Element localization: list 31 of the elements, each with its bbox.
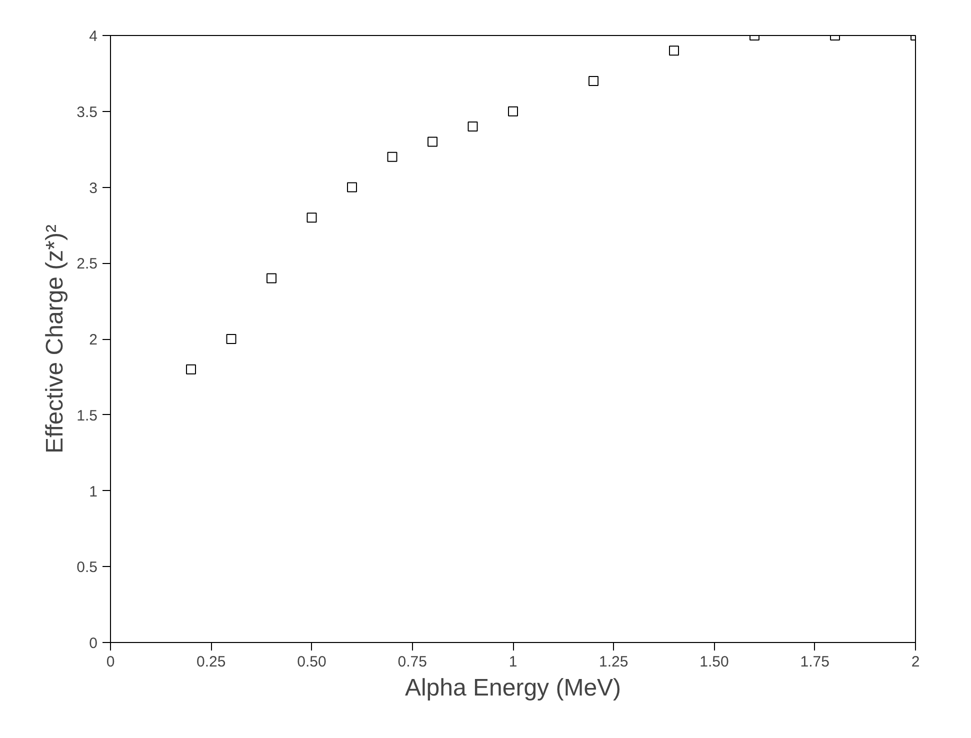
y-tick-label: 1	[89, 483, 98, 500]
point	[186, 364, 196, 374]
x-tick-label: 1	[508, 654, 518, 670]
point	[347, 182, 357, 192]
y-tick-label: 2	[89, 332, 98, 348]
y-tick-label: 2.5	[76, 256, 98, 273]
x-tick-label: 1.25	[599, 654, 628, 670]
point	[588, 76, 598, 86]
point	[468, 122, 478, 132]
y-tick-label: 4	[89, 28, 98, 45]
x-tick-label: 0	[106, 654, 115, 670]
point	[226, 334, 236, 344]
x-tick-label: 0.25	[196, 654, 226, 670]
point	[266, 273, 276, 284]
x-tick-label: 0.75	[398, 654, 427, 670]
x-tick-label: 2	[911, 654, 920, 670]
y-tick-label: 3.5	[76, 104, 98, 121]
y-tick-label: 3	[89, 180, 98, 197]
y-tick-label: 0	[89, 635, 98, 652]
y-tick-label: 0.5	[76, 559, 98, 576]
x-tick-label: 1.50	[700, 654, 729, 670]
point	[508, 106, 518, 116]
point	[428, 136, 438, 147]
point	[387, 152, 398, 162]
point	[306, 212, 317, 223]
y-tick-label: 1.5	[76, 407, 98, 424]
x-tick-label: 0.50	[297, 654, 326, 670]
y-axis-title: Effective Charge (z*)²	[42, 224, 69, 454]
x-axis-title: Alpha Energy (MeV)	[404, 674, 622, 702]
x-tick-label: 1.75	[800, 654, 830, 670]
point	[669, 46, 679, 56]
